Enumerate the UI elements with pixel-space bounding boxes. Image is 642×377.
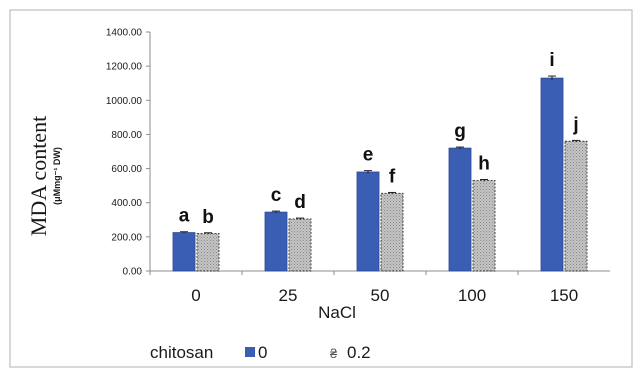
y-axis-title: MDA content	[26, 116, 51, 236]
bar-series-1	[564, 140, 588, 272]
bar-series-0	[540, 77, 564, 272]
legend-swatch-glyph-1: ₴	[330, 346, 338, 361]
bar-series-0	[264, 211, 288, 272]
legend-swatch-0	[245, 347, 255, 357]
significance-letter: a	[179, 206, 190, 227]
significance-letter: i	[549, 50, 554, 71]
y-tick-label: 1400.00	[106, 28, 143, 39]
significance-letter: g	[454, 121, 466, 142]
significance-letter: h	[478, 153, 490, 174]
y-tick-label: 1200.00	[106, 62, 143, 73]
y-tick-label: 200.00	[111, 232, 142, 243]
x-tick-label: 100	[458, 286, 486, 305]
y-tick-label: 800.00	[111, 130, 142, 141]
significance-letter: f	[389, 166, 396, 187]
labels: a b c d ef gh i j NaCl MDA content (μMmg⁻¹ DW)	[26, 50, 579, 322]
axes: 0.00 200.00 400.00 600.00 800.00 1000.00 1200.…	[106, 28, 610, 305]
bar-series-1	[380, 192, 404, 272]
legend-label-0: 0	[258, 343, 267, 362]
bar-series-1	[288, 218, 312, 272]
legend-title: chitosan	[150, 343, 213, 362]
y-tick-label: 600.00	[111, 164, 142, 175]
y-axis-unit: (μMmg⁻¹ DW)	[52, 147, 62, 205]
x-axis-title: NaCl	[318, 303, 356, 322]
significance-letter: e	[363, 145, 374, 166]
y-tick-label: 400.00	[111, 198, 142, 209]
y-tick-label: 1000.00	[106, 96, 143, 107]
bar-series-0	[448, 147, 472, 272]
significance-letter: j	[572, 114, 578, 135]
significance-letter: c	[271, 185, 282, 206]
legend-label-1: 0.2	[347, 343, 371, 362]
bar-series-1	[196, 232, 220, 272]
legend: chitosan 0 ₴ 0.2	[150, 343, 371, 362]
x-tick-label: 150	[550, 286, 578, 305]
chart-frame	[9, 9, 633, 368]
significance-letter: b	[202, 207, 214, 228]
significance-letter: d	[294, 192, 306, 213]
bar-series-1	[472, 180, 496, 272]
x-tick-label: 0	[191, 286, 200, 305]
y-tick-label: 0.00	[123, 267, 143, 278]
x-tick-label: 25	[279, 286, 298, 305]
bars	[172, 75, 588, 272]
bar-series-0	[172, 232, 196, 272]
x-tick-label: 50	[371, 286, 390, 305]
bar-series-0	[356, 171, 380, 272]
